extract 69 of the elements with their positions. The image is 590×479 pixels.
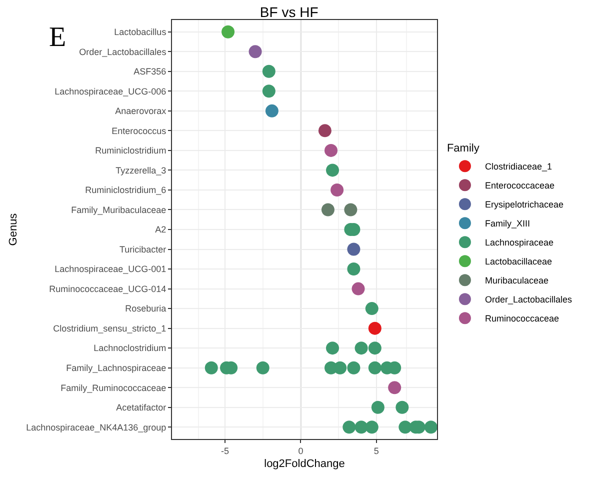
chart-title: BF vs HF [260,4,318,20]
y-tick-label: Family_Lachnospiraceae [66,363,166,373]
point [368,342,382,355]
point [354,342,368,355]
point [347,361,360,374]
x-tick-label: 0 [298,446,304,456]
y-tick-label: Lachnoclostridium [94,343,166,354]
point [352,282,365,296]
legend-label: Muribaculaceae [484,276,548,286]
point [265,104,278,118]
x-tick-label: -5 [220,446,230,456]
point [344,203,358,216]
y-tick-label: Acetatifactor [116,402,166,413]
point [262,84,276,98]
legend-label: Ruminococcaceae [484,314,559,324]
point [318,124,332,138]
point [256,361,270,374]
y-tick-label: Ruminiclostridium_6 [85,185,166,196]
point [334,361,347,374]
text: E [49,22,66,53]
legend-label: Lachnospiraceae [484,238,554,248]
point [398,420,412,434]
point [321,203,334,216]
point [248,45,262,58]
point [424,420,438,434]
legend-label: Lactobacillaceae [484,256,552,267]
y-tick-label: Lachnospiraceae_UCG-006 [54,86,166,96]
legend-label: Clostridiaceae_1 [484,162,552,172]
x-tick-label: 5 [374,446,379,456]
y-tick-label: Family_Muribaculaceae [71,204,166,215]
y-tick-label: Lactobacillus [114,27,167,38]
point [368,361,382,374]
point [330,183,344,196]
legend-label: Family_XIII [484,218,530,229]
y-tick-label: Lachnospiraceae_NK4A136_group [26,422,166,432]
y-tick-label: Anaerovorax [115,106,167,116]
y-tick-label: Ruminiclostridium [95,146,166,156]
y-tick-label: A2 [155,224,166,235]
point [326,342,340,355]
y-tick-label: Ruminococcaceae_UCG-014 [49,284,166,294]
legend-title: Family [446,142,480,155]
legend-label: Enterococcaceae [484,180,554,191]
point [204,361,218,374]
legend-label: Erysipelotrichaceae [484,200,564,210]
y-tick-label: Turicibacter [120,244,166,254]
legend-label: Order_Lactobacillales [484,294,572,305]
point [365,420,378,434]
point [396,400,409,414]
y-tick-label: Clostridium_sensu_stricto_1 [53,323,166,334]
point [342,420,356,434]
y-tick-label: Order_Lactobacillales [79,46,167,57]
point [222,25,235,38]
point [326,164,340,177]
y-axis-title: Genus [8,212,20,246]
y-tick-label: ASF356 [134,66,166,77]
y-tick-label: Enterococcus [112,126,167,136]
point [347,262,360,276]
point [365,302,378,316]
x-axis-title: log2FoldChange [264,458,345,470]
y-tick-label: Tyzzerella_3 [116,165,166,176]
point [371,400,384,414]
y-tick-label: Roseburia [125,304,166,314]
point [347,242,360,256]
point [368,322,382,335]
point [262,64,276,78]
point [324,144,338,157]
y-tick-label: Family_Ruminococcaceae [60,382,166,393]
point [388,381,402,394]
y-tick-label: Lachnospiraceae_UCG-001 [54,264,166,274]
